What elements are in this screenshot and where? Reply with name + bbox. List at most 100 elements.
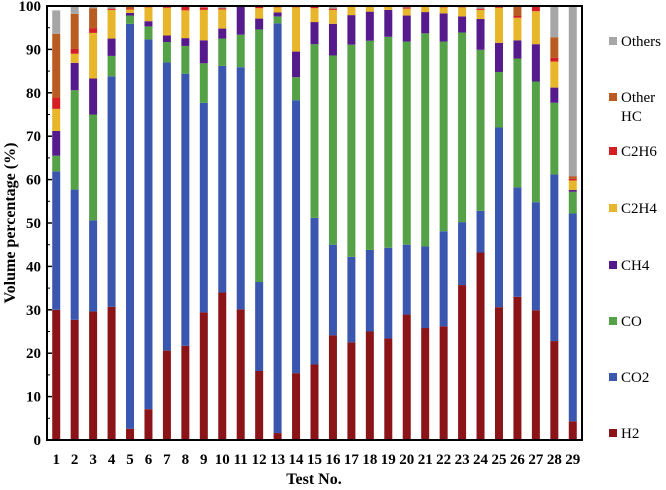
bar-segment-co: [144, 26, 153, 40]
bar-segment-c2h4: [402, 8, 411, 16]
bar-segment-h2: [402, 314, 411, 440]
bar-segment-ch4: [89, 78, 98, 115]
bar-segment-ch4: [531, 44, 540, 82]
bar-segment-co2: [292, 100, 301, 374]
bar-segment-h2: [218, 292, 227, 440]
bar-segment-c2h6: [70, 48, 79, 54]
bar-segment-co2: [347, 256, 356, 343]
bar-segment-h2: [513, 296, 522, 440]
bar-stack: [199, 7, 208, 440]
bar-segment-ch4: [292, 51, 301, 78]
x-tick-label: 29: [565, 452, 580, 468]
bar-stack: [476, 6, 485, 440]
y-tick-label: 50: [26, 216, 41, 232]
bar-segment-co: [52, 155, 61, 172]
x-tick-label: 8: [182, 452, 190, 468]
bar-segment-c2h6: [513, 15, 522, 18]
bar-segment-c2h4: [365, 6, 374, 12]
x-tick-label: 4: [108, 452, 116, 468]
x-tick-label: 6: [145, 452, 153, 468]
x-tick-label: 11: [234, 452, 248, 468]
x-tick-label: 1: [52, 452, 60, 468]
bar-stack: [402, 6, 411, 440]
bar-segment-c2h6: [550, 57, 559, 62]
bar-segment-co: [439, 41, 448, 232]
bar-segment-others: [476, 6, 485, 9]
bar-segment-ch4: [365, 11, 374, 41]
legend-swatch: [609, 261, 617, 269]
bar-segment-ch4: [310, 22, 319, 45]
bar-segment-co: [162, 42, 171, 63]
bar-segment-c2h4: [89, 32, 98, 79]
bar-segment-c2h6: [107, 8, 116, 10]
bar-segment-h2: [458, 285, 467, 440]
x-tick-label: 20: [399, 452, 414, 468]
bar-segment-h2: [439, 326, 448, 440]
x-tick-label: 17: [344, 452, 360, 468]
bar-stack: [384, 5, 393, 440]
bar-segment-ch4: [218, 28, 227, 39]
bar-segment-ch4: [513, 40, 522, 59]
bar-segment-co: [89, 114, 98, 221]
legend-label: CH4: [621, 258, 650, 274]
bar-segment-ch4: [199, 40, 208, 64]
bar-segment-ch4: [402, 15, 411, 42]
bar-segment-h2: [89, 311, 98, 440]
bar-segment-h2: [384, 338, 393, 440]
bar-segment-other-hc: [513, 6, 522, 16]
legend-item: Other HC: [609, 90, 655, 125]
bar-segment-c2h4: [255, 8, 264, 19]
bar-segment-c2h6: [494, 6, 503, 8]
bar-segment-co: [70, 90, 79, 190]
bar-segment-c2h4: [494, 7, 503, 43]
bar-segment-co: [310, 44, 319, 218]
bar-segment-h2: [476, 252, 485, 440]
bar-segment-co2: [476, 210, 485, 253]
bar-segment-co2: [458, 222, 467, 286]
bar-stack: [162, 6, 171, 440]
bar-segment-ch4: [421, 12, 430, 34]
bar-segment-h2: [52, 309, 61, 440]
bar-stack: [144, 6, 153, 440]
legend-swatch: [609, 93, 617, 101]
bar-segment-c2h6: [126, 8, 135, 10]
bar-segment-ch4: [181, 38, 190, 46]
bar-segment-other-hc: [126, 6, 135, 9]
bar-segment-co: [384, 36, 393, 248]
bar-segment-c2h4: [181, 10, 190, 39]
bar-segment-h2: [568, 421, 577, 440]
bar-segment-ch4: [476, 19, 485, 50]
bar-segment-co: [458, 32, 467, 223]
bar-stack: [328, 6, 337, 440]
bar-segment-others: [70, 6, 79, 14]
bar-segment-co2: [365, 249, 374, 332]
bar-segment-co2: [162, 62, 171, 351]
bar-stack: [310, 6, 319, 440]
bar-segment-co: [365, 40, 374, 250]
bar-segment-co2: [328, 244, 337, 336]
x-axis-title: Test No.: [286, 471, 341, 488]
bar-stack: [52, 10, 61, 440]
bar-segment-c2h6: [310, 6, 319, 9]
bar-segment-h2: [531, 310, 540, 440]
bar-segment-ch4: [458, 16, 467, 33]
bar-segment-co2: [126, 23, 135, 429]
x-tick-label: 9: [200, 452, 208, 468]
bar-segment-co2: [70, 189, 79, 320]
bar-segment-h2: [310, 364, 319, 440]
legend-label: C2H6: [621, 144, 657, 160]
bar-series-group: [52, 5, 577, 440]
x-tick-label: 24: [473, 452, 489, 468]
bar-stack: [494, 6, 503, 440]
legend-swatch: [609, 147, 617, 155]
x-tick-label: 27: [528, 452, 544, 468]
bar-segment-other-hc: [52, 33, 61, 98]
legend-item: CH4: [609, 258, 650, 274]
bar-segment-ch4: [70, 62, 79, 91]
legend-swatch: [609, 204, 617, 212]
bar-segment-c2h6: [531, 6, 540, 12]
bar-stack: [513, 6, 522, 440]
bar-segment-c2h6: [328, 8, 337, 10]
bar-segment-co: [476, 49, 485, 211]
